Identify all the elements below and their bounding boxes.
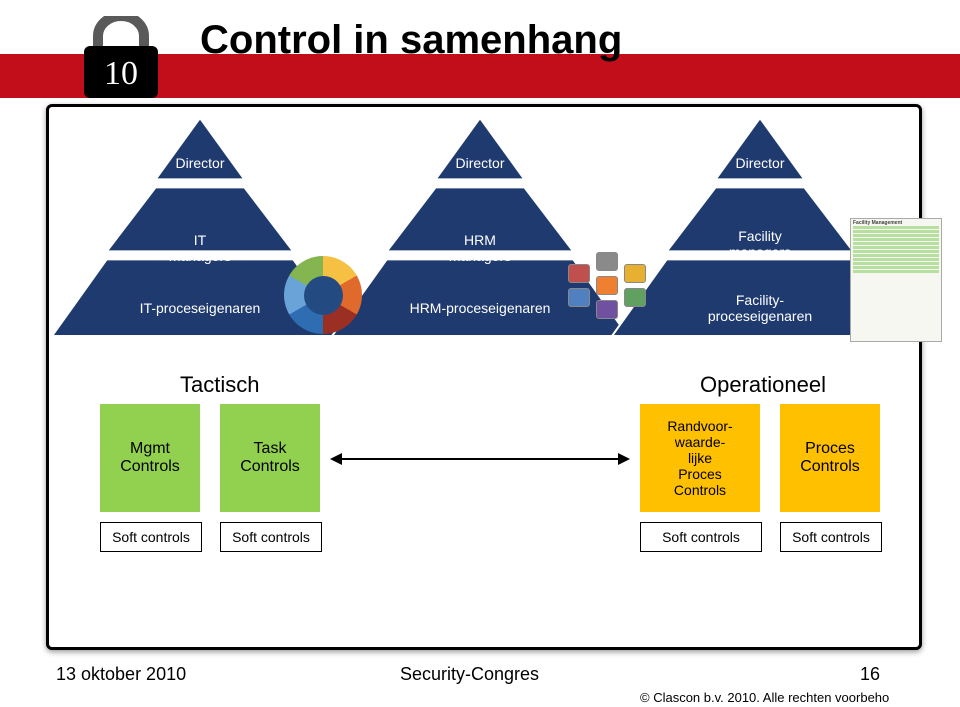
footer-copyright: © Clascon b.v. 2010. Alle rechten voorbe… — [640, 690, 889, 705]
hex-cell — [568, 288, 590, 307]
pyramid-0-bottom-label: IT-proceseigenaren — [120, 300, 280, 316]
operationeel-box-0: Randvoor-waarde-lijkeProcesControls — [640, 404, 760, 512]
doc-thumb: Facility Management — [850, 218, 942, 342]
footer-date: 13 oktober 2010 — [56, 664, 186, 685]
hex-cell — [624, 264, 646, 283]
pyramid-1-bottom-label: HRM-proceseigenaren — [400, 300, 560, 316]
hex-cell — [624, 288, 646, 307]
section-tactisch: Tactisch — [180, 372, 259, 398]
pyramid-2-mid-label: Facilitymanagers — [680, 228, 840, 260]
pyramid-0-top-label: Director — [120, 155, 280, 171]
hex-cell — [568, 264, 590, 283]
hex-cell — [596, 276, 618, 295]
hex-thumb-icon — [556, 252, 656, 330]
hex-cell — [596, 252, 618, 271]
tactisch-box-0: MgmtControls — [100, 404, 200, 512]
pyramid-0-mid-label: ITmanagers — [120, 232, 280, 264]
soft-controls-box-3: Soft controls — [780, 522, 882, 552]
tactisch-box-1: TaskControls — [220, 404, 320, 512]
operationeel-box-1: ProcesControls — [780, 404, 880, 512]
hex-cell — [596, 300, 618, 319]
pyramid-2-bottom-label: Facility-proceseigenaren — [680, 292, 840, 324]
footer-page: 16 — [860, 664, 880, 685]
soft-controls-box-1: Soft controls — [220, 522, 322, 552]
double-arrow — [340, 458, 620, 460]
footer-center: Security-Congres — [400, 664, 539, 685]
doc-thumb-title: Facility Management — [853, 220, 902, 226]
soft-controls-box-2: Soft controls — [640, 522, 762, 552]
pyramid-1-mid-label: HRMmanagers — [400, 232, 560, 264]
pyramid-1-top-label: Director — [400, 155, 560, 171]
wheel-thumb-icon — [284, 256, 362, 334]
section-operationeel: Operationeel — [700, 372, 826, 398]
soft-controls-box-0: Soft controls — [100, 522, 202, 552]
pyramid-2-top-label: Director — [680, 155, 840, 171]
